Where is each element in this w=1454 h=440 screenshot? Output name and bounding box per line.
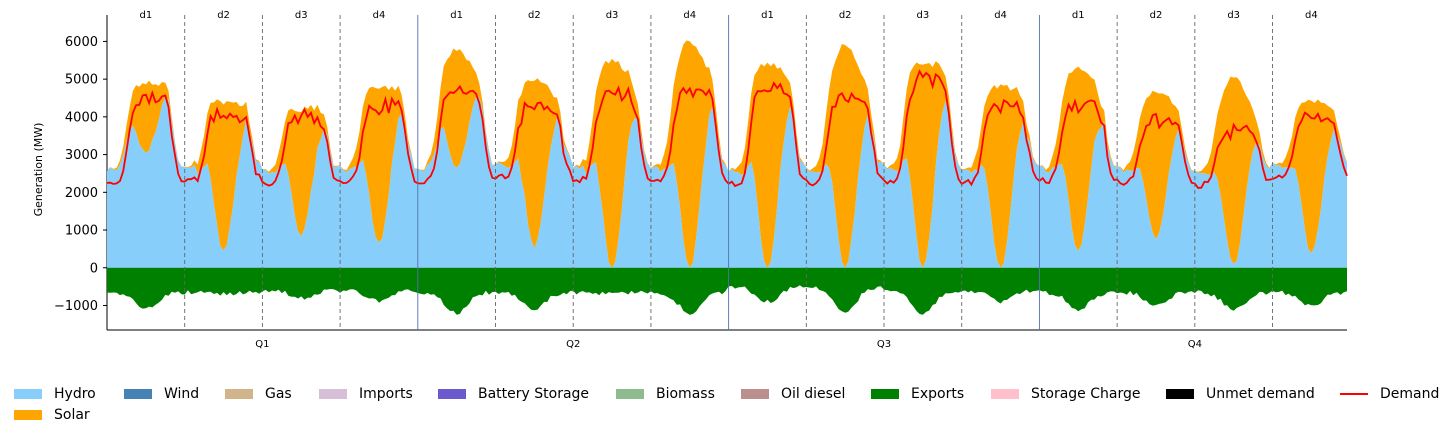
legend-item-gas: Gas: [225, 386, 292, 402]
legend-swatch: [871, 389, 899, 399]
legend-swatch: [225, 389, 253, 399]
legend-item-biomass: Biomass: [616, 386, 715, 402]
legend-item-oil-diesel: Oil diesel: [741, 386, 845, 402]
y-tick-label: 3000: [65, 148, 98, 163]
legend-swatch: [124, 389, 152, 399]
legend-label: Hydro: [54, 386, 96, 402]
quarter-label: Q3: [877, 339, 891, 350]
y-tick-label: 4000: [65, 110, 98, 125]
y-tick-label: 2000: [65, 186, 98, 201]
legend-item-wind: Wind: [124, 386, 199, 402]
legend-item-unmet-demand: Unmet demand: [1166, 386, 1315, 402]
legend-item-exports: Exports: [871, 386, 964, 402]
quarter-label: Q2: [566, 339, 580, 350]
legend-swatch: [1340, 393, 1368, 395]
day-label: d3: [295, 10, 308, 21]
series-exports-area: [107, 267, 1347, 315]
quarter-label: Q1: [255, 339, 269, 350]
series-demand-line: [106, 69, 1348, 189]
day-label: d3: [606, 10, 619, 21]
legend-item-imports: Imports: [319, 386, 413, 402]
legend-swatch: [14, 410, 42, 420]
legend-label: Oil diesel: [781, 386, 846, 402]
legend-swatch: [14, 389, 42, 399]
legend-swatch: [438, 389, 466, 399]
legend-label: Wind: [164, 386, 200, 402]
generation-chart: d1 d2 d3 d4 d1 d2 d3 d4 d1 d2 d3 d4 d1 d2 d3 d4 Q1 Q2 Q3 Q4…: [32, 10, 1348, 350]
y-tick-label: 5000: [65, 73, 98, 88]
day-label: d4: [1305, 10, 1318, 21]
legend-label: Exports: [911, 386, 965, 402]
legend-label: Battery Storage: [478, 386, 590, 402]
y-axis-label: Generation (MW): [32, 123, 45, 217]
legend-label: Imports: [359, 386, 413, 402]
day-label: d3: [917, 10, 930, 21]
day-label: d1: [450, 10, 463, 21]
day-label: d1: [139, 10, 152, 21]
day-label: d2: [217, 10, 230, 21]
legend-swatch: [319, 389, 347, 399]
y-tick-label: 6000: [65, 35, 98, 50]
quarter-label: Q4: [1188, 339, 1202, 350]
legend-item-solar: Solar: [14, 407, 90, 423]
day-label: d4: [683, 10, 696, 21]
legend-item-storage-charge: Storage Charge: [991, 386, 1140, 402]
legend-item-hydro: Hydro: [14, 386, 96, 402]
day-label: d4: [373, 10, 386, 21]
legend-label: Storage Charge: [1031, 386, 1141, 402]
day-label: d3: [1227, 10, 1240, 21]
legend-swatch: [1166, 389, 1194, 399]
legend-item-demand: Demand: [1340, 386, 1439, 402]
legend-label: Solar: [54, 407, 90, 423]
legend-swatch: [741, 389, 769, 399]
legend-swatch: [991, 389, 1019, 399]
day-label: d1: [761, 10, 774, 21]
legend-label: Unmet demand: [1206, 386, 1315, 402]
day-label: d2: [528, 10, 541, 21]
day-label: d2: [839, 10, 852, 21]
legend: Hydro Wind Gas Imports Battery Storage Biomas…: [14, 386, 1450, 436]
day-label: d1: [1072, 10, 1085, 21]
day-label: d4: [994, 10, 1007, 21]
legend-label: Biomass: [656, 386, 715, 402]
legend-swatch: [616, 389, 644, 399]
y-tick-label: 1000: [65, 224, 98, 239]
legend-label: Demand: [1380, 386, 1440, 402]
y-tick-label: −1000: [54, 299, 98, 314]
y-tick-label: 0: [90, 261, 98, 276]
day-label: d2: [1150, 10, 1163, 21]
series-solar-area: [107, 40, 1347, 268]
legend-label: Gas: [265, 386, 292, 402]
legend-item-battery-storage: Battery Storage: [438, 386, 589, 402]
